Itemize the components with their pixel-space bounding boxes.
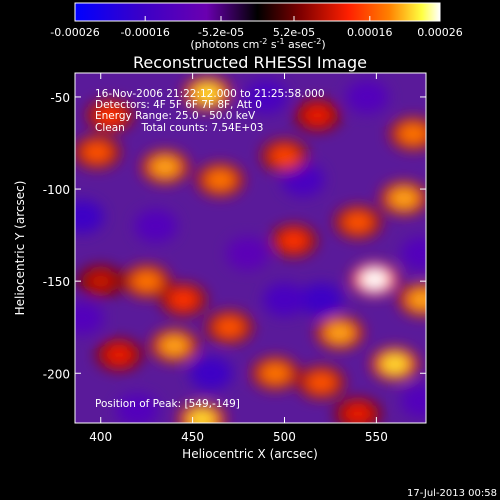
heatmap-low-blob bbox=[134, 209, 178, 243]
heatmap-low-blob bbox=[262, 283, 306, 317]
heatmap-high-blob bbox=[324, 321, 355, 344]
heatmap-low-blob bbox=[299, 283, 343, 317]
heatmap-high-blob bbox=[407, 288, 426, 311]
colorbar-ticks: -0.00026 -0.00016 -5.2e-05 5.2e-05 0.00016 0.… bbox=[50, 16, 463, 39]
chart-title: Reconstructed RHESSI Image bbox=[133, 53, 367, 72]
y-tick-label: -200 bbox=[43, 367, 70, 381]
heatmap-high-blob bbox=[359, 268, 390, 291]
heatmap-high-blob bbox=[131, 270, 162, 293]
heatmap-high-blob bbox=[168, 288, 199, 311]
colorbar-tick-label: -5.2e-05 bbox=[198, 26, 244, 39]
heatmap-high-blob bbox=[95, 104, 125, 127]
y-tick-label: -150 bbox=[43, 275, 70, 289]
heatmap-layer bbox=[75, 77, 426, 423]
heatmap-low-blob bbox=[226, 236, 270, 271]
colorbar-label-unit: asec bbox=[285, 38, 314, 51]
heatmap-high-blob bbox=[82, 141, 112, 164]
colorbar-label-unit: s bbox=[267, 38, 276, 51]
y-axis-ticks: -50 -100 -150 -200 bbox=[43, 91, 426, 381]
annotation-block: 16-Nov-2006 21:22:12.000 to 21:25:58.000… bbox=[95, 88, 325, 134]
annotation-time-range: 16-Nov-2006 21:22:12.000 to 21:25:58.000 bbox=[95, 88, 325, 100]
heatmap-low-blob bbox=[281, 163, 325, 197]
y-axis-label: Heliocentric Y (arcsec) bbox=[13, 181, 27, 316]
x-axis-label: Heliocentric X (arcsec) bbox=[182, 447, 318, 461]
heatmap-low-blob bbox=[189, 356, 233, 390]
x-axis-ticks: 400 450 500 550 bbox=[89, 73, 388, 444]
colorbar-tick-label: 0.00026 bbox=[417, 26, 463, 39]
heatmap-low-blob bbox=[345, 80, 389, 114]
colorbar-label-exponent: -2 bbox=[313, 37, 321, 46]
heatmap-high-blob bbox=[187, 408, 217, 423]
annotation-detectors: Detectors: 4F 5F 6F 7F 8F, Att 0 bbox=[95, 99, 262, 111]
heatmap-high-blob bbox=[159, 334, 189, 357]
heatmap-low-blob bbox=[115, 393, 159, 423]
heatmap-high-blob bbox=[302, 104, 333, 127]
colorbar-tick-label: -0.00026 bbox=[50, 26, 99, 39]
x-tick-label: 550 bbox=[365, 430, 388, 444]
plot-frame bbox=[74, 72, 427, 424]
colorbar bbox=[74, 2, 441, 22]
heatmap-high-blob bbox=[306, 371, 336, 394]
heatmap-high-blob bbox=[343, 211, 373, 234]
heatmap-high-blob bbox=[205, 168, 235, 191]
peak-position-label: Position of Peak: [549,-149] bbox=[95, 398, 240, 410]
heatmap-high-blob bbox=[389, 187, 419, 210]
y-tick-label: -50 bbox=[50, 91, 70, 105]
colorbar-tick-label: 0.00016 bbox=[347, 26, 393, 39]
colorbar-tick-label: 5.2e-05 bbox=[273, 26, 315, 39]
heatmap-high-blob bbox=[398, 122, 426, 145]
heatmap-low-blob bbox=[75, 200, 104, 234]
heatmap-high-blob bbox=[192, 82, 223, 105]
colorbar-label-exponent: -2 bbox=[259, 37, 267, 46]
colorbar-label: (photons cm-2 s-1 asec-2) bbox=[190, 37, 325, 51]
heatmap-high-blob bbox=[150, 155, 180, 178]
annotation-energy-range: Energy Range: 25.0 - 50.0 keV bbox=[95, 110, 256, 122]
heatmap-high-blob bbox=[86, 270, 116, 293]
annotation-clean-counts: Clean Total counts: 7.54E+03 bbox=[95, 122, 264, 134]
colorbar-label-unit: ) bbox=[321, 38, 325, 51]
colorbar-label-exponent: -1 bbox=[277, 37, 285, 46]
x-tick-label: 400 bbox=[89, 430, 112, 444]
timestamp: 17-Jul-2013 00:58 bbox=[407, 488, 497, 499]
heatmap-high-blob bbox=[104, 343, 134, 366]
heatmap-high-blob bbox=[260, 362, 291, 385]
heatmap-high-blob bbox=[380, 353, 410, 376]
heatmap-high-blob bbox=[214, 316, 245, 339]
heatmap-high-blob bbox=[278, 229, 309, 252]
heatmap-low-blob bbox=[244, 80, 288, 114]
colorbar-label-unit: (photons cm bbox=[190, 38, 259, 51]
heatmap-high-blob bbox=[269, 144, 300, 167]
heatmap-low-blob bbox=[400, 236, 426, 271]
heatmap-high-blob bbox=[343, 402, 373, 423]
y-tick-label: -100 bbox=[43, 183, 70, 197]
heatmap-low-blob bbox=[400, 384, 426, 418]
x-tick-label: 500 bbox=[273, 430, 296, 444]
colorbar-tick-label: -0.00016 bbox=[120, 26, 169, 39]
x-tick-label: 450 bbox=[181, 430, 204, 444]
heatmap-low-blob bbox=[75, 301, 104, 335]
